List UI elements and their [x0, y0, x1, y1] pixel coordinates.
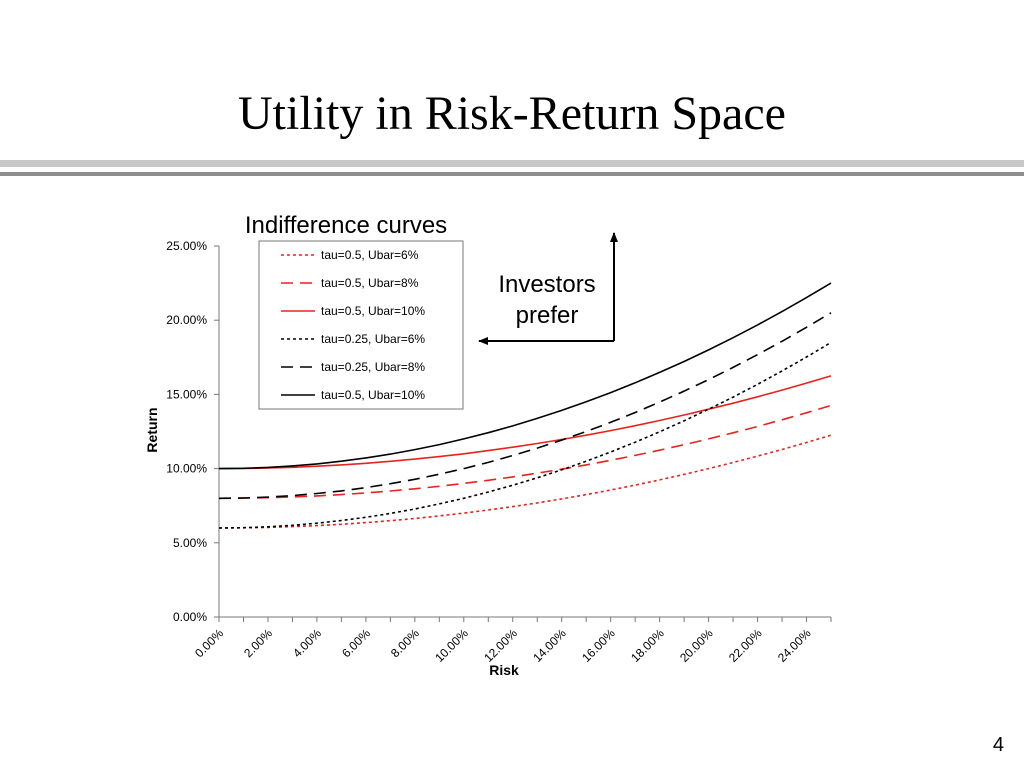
title-divider-bottom	[0, 172, 1024, 176]
y-tick-label: 15.00%	[166, 387, 207, 401]
investors-prefer-line-1: Investors	[498, 271, 595, 298]
investors-prefer-annotation: Investors prefer	[478, 232, 618, 345]
legend-label: tau=0.5, Ubar=6%	[321, 248, 419, 262]
y-tick-label: 10.00%	[166, 462, 207, 476]
y-tick-label: 20.00%	[166, 313, 207, 327]
series-line	[218, 434, 832, 529]
slide-number: 4	[992, 734, 1004, 756]
x-tick-label: 14.00%	[530, 626, 569, 665]
legend-label: tau=0.25, Ubar=8%	[321, 360, 425, 374]
y-tick-label: 0.00%	[173, 610, 207, 624]
legend-label: tau=0.5, Ubar=10%	[321, 388, 425, 402]
x-tick-label: 4.00%	[290, 626, 324, 660]
x-tick-label: 2.00%	[241, 626, 275, 660]
x-tick-label: 22.00%	[726, 626, 765, 665]
investors-prefer-line-2: prefer	[516, 302, 579, 329]
series-line	[218, 312, 832, 500]
legend-label: tau=0.5, Ubar=8%	[321, 276, 419, 290]
x-tick-label: 10.00%	[432, 626, 471, 665]
series-line	[218, 282, 832, 470]
legend-label: tau=0.5, Ubar=10%	[321, 304, 425, 318]
x-tick-label: 6.00%	[339, 626, 373, 660]
series-line	[218, 341, 832, 529]
x-tick-label: 8.00%	[388, 626, 422, 660]
legend-label: tau=0.25, Ubar=6%	[321, 332, 425, 346]
x-tick-label: 0.00%	[192, 626, 226, 660]
title-divider-top	[0, 160, 1024, 167]
x-tick-label: 12.00%	[481, 626, 520, 665]
x-tick-label: 20.00%	[677, 626, 716, 665]
y-axis-label: Return	[144, 407, 160, 452]
slide-title: Utility in Risk-Return Space	[238, 87, 786, 140]
series-line	[218, 375, 832, 470]
legend-box	[258, 240, 464, 410]
chart-legend: tau=0.5, Ubar=6% tau=0.5, Ubar=8% tau=0.5,…	[258, 240, 464, 410]
x-tick-label: 18.00%	[628, 626, 667, 665]
x-axis-label: Risk	[489, 662, 519, 678]
series-line	[218, 404, 832, 500]
y-tick-label: 5.00%	[173, 536, 207, 550]
x-tick-label: 24.00%	[775, 626, 814, 665]
y-tick-label: 25.00%	[166, 239, 207, 253]
x-tick-label: 16.00%	[579, 626, 618, 665]
chart-title: Indifference curves	[245, 212, 447, 239]
